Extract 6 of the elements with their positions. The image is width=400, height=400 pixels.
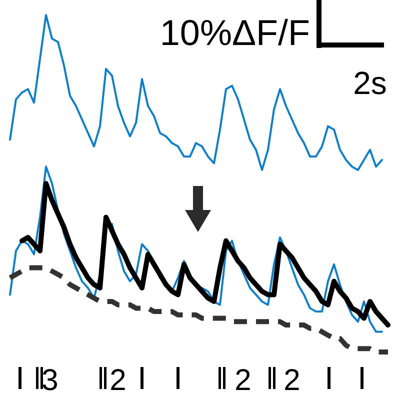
annotation: 10%ΔF/F [160, 12, 310, 53]
annotation: 2s [353, 65, 387, 101]
text: 3 [42, 364, 58, 397]
text: 2 [234, 364, 252, 397]
text: 2 [110, 364, 126, 397]
text: 2 [284, 364, 300, 397]
